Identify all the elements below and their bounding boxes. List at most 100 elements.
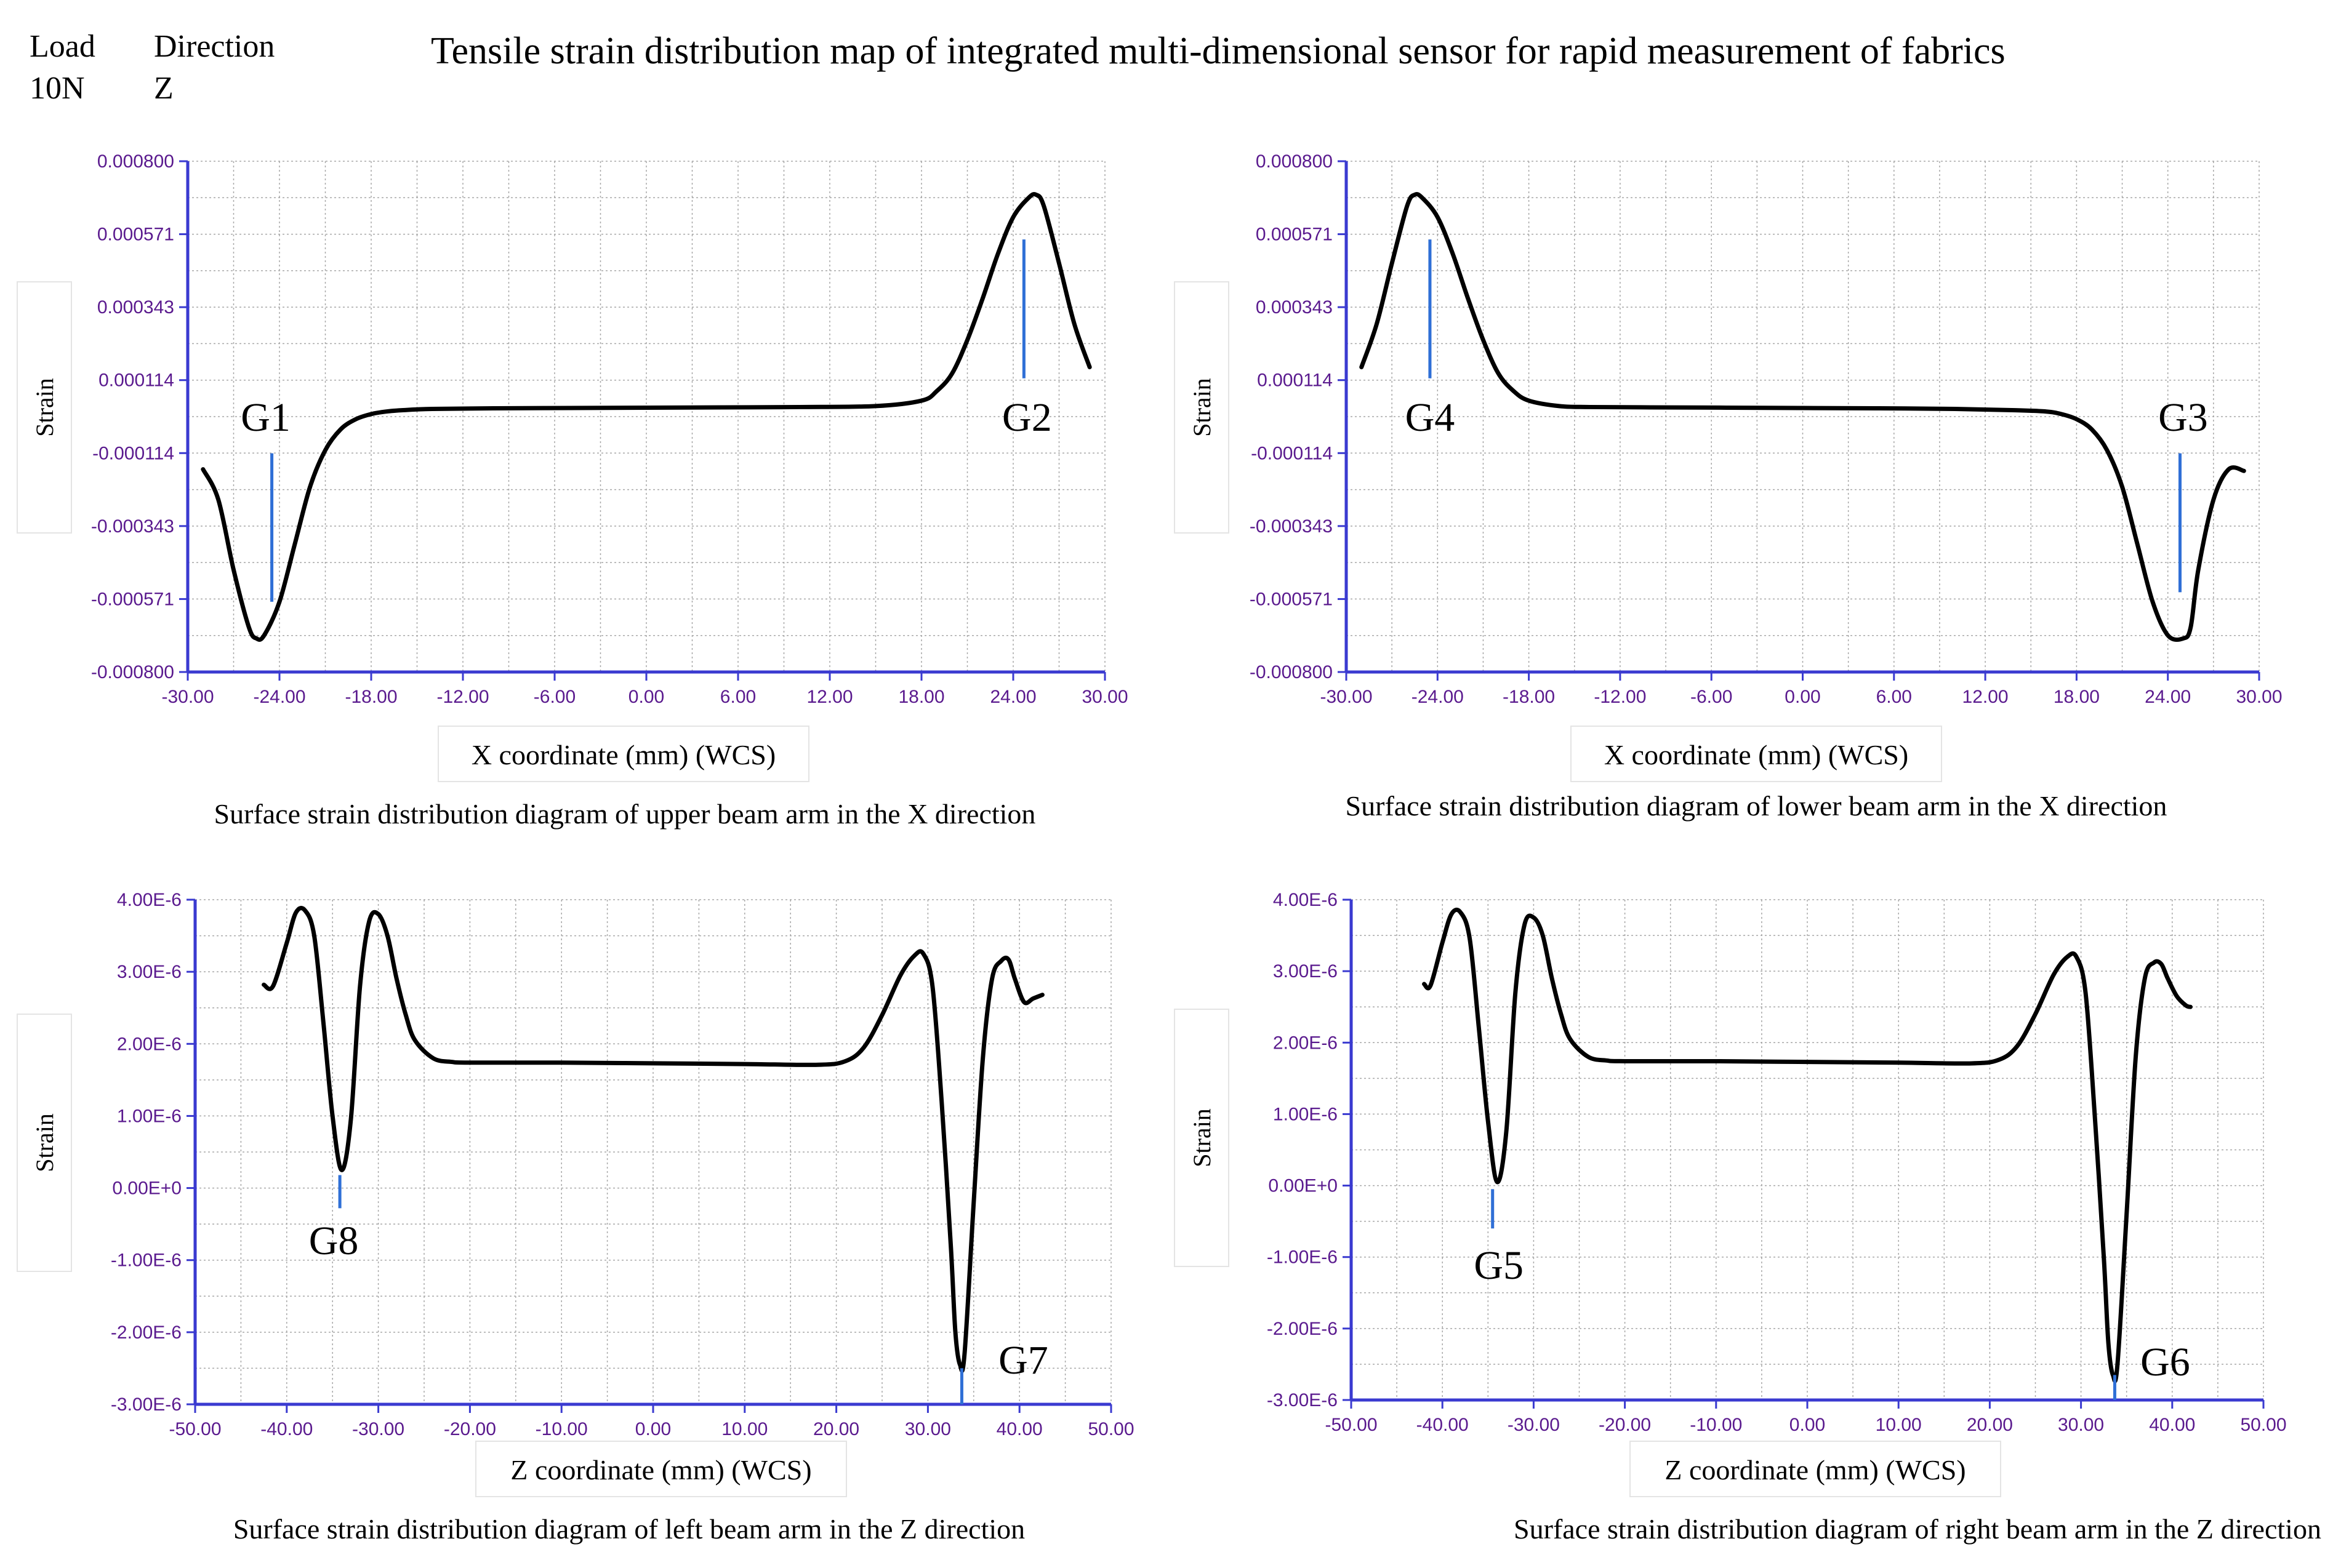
x-axis-label-box	[1570, 726, 1942, 782]
x-axis-label: Z coordinate (mm) (WCS)	[1664, 1454, 1966, 1486]
y-axis-label: Strain	[31, 1113, 58, 1172]
y-tick-label: 4.00E-6	[117, 890, 182, 910]
x-tick-label: -40.00	[260, 1419, 313, 1439]
gauge-label-g1: G1	[241, 395, 291, 440]
x-tick-label: 18.00	[898, 687, 944, 707]
y-tick-label: 2.00E-6	[117, 1034, 182, 1054]
x-axis-label: Z coordinate (mm) (WCS)	[510, 1454, 811, 1486]
x-tick-label: 24.00	[990, 687, 1036, 707]
x-tick-label: 24.00	[2145, 687, 2191, 707]
gauge-label-g4: G4	[1405, 395, 1455, 440]
y-tick-label: -0.000571	[91, 589, 174, 609]
x-tick-label: 10.00	[1876, 1415, 1922, 1435]
x-tick-label: 10.00	[721, 1419, 768, 1439]
x-tick-label: 6.00	[720, 687, 756, 707]
y-axis-label-box	[17, 281, 72, 534]
y-tick-label: -0.000343	[1250, 516, 1333, 537]
load-value: 10N	[30, 71, 85, 106]
x-axis-label-box	[438, 726, 809, 782]
x-tick-label: 6.00	[1876, 687, 1912, 707]
gauge-label-g3: G3	[2158, 395, 2208, 440]
x-tick-label: -18.00	[1503, 687, 1555, 707]
x-tick-label: -24.00	[1411, 687, 1464, 707]
gauge-label-g5: G5	[1474, 1243, 1524, 1288]
x-axis-label: X coordinate (mm) (WCS)	[472, 739, 776, 770]
x-tick-label: -50.00	[1325, 1415, 1377, 1435]
x-tick-label: -30.00	[1320, 687, 1372, 707]
x-tick-label: -10.00	[1690, 1415, 1742, 1435]
y-tick-label: -0.000114	[92, 443, 174, 463]
strain-series-line	[1359, 192, 2246, 642]
y-tick-label: 0.000571	[1256, 225, 1333, 245]
x-tick-label: -12.00	[436, 687, 489, 707]
y-axis-label: Strain	[31, 378, 58, 437]
x-tick-label: 12.00	[806, 687, 853, 707]
x-tick-label: 40.00	[997, 1419, 1043, 1439]
x-tick-label: -24.00	[253, 687, 305, 707]
x-tick-label: -6.00	[534, 687, 576, 707]
y-tick-label: -0.000571	[1250, 589, 1333, 609]
chart-caption: Surface strain distribution diagram of u…	[214, 798, 1036, 830]
y-axis-label: Strain	[1188, 1108, 1216, 1167]
x-tick-label: -30.00	[1508, 1415, 1560, 1435]
y-tick-label: 3.00E-6	[1273, 961, 1338, 982]
y-tick-label: 2.00E-6	[1273, 1033, 1338, 1053]
x-tick-label: -30.00	[161, 687, 214, 707]
x-tick-label: 0.00	[628, 687, 664, 707]
x-tick-label: -10.00	[536, 1419, 588, 1439]
x-tick-label: 0.00	[635, 1419, 671, 1439]
x-tick-label: 30.00	[2058, 1415, 2104, 1435]
y-axis-label-box	[1174, 281, 1229, 534]
chart-caption: Surface strain distribution diagram of l…	[1346, 790, 2167, 822]
chart-caption: Surface strain distribution diagram of l…	[233, 1513, 1025, 1545]
x-tick-label: -18.00	[345, 687, 397, 707]
y-tick-label: 0.000800	[97, 151, 174, 172]
x-tick-label: -30.00	[352, 1419, 404, 1439]
y-tick-label: 0.000800	[1256, 151, 1333, 172]
x-tick-label: 50.00	[1088, 1419, 1134, 1439]
x-tick-label: -12.00	[1594, 687, 1646, 707]
y-tick-label: -0.000114	[1251, 443, 1333, 463]
x-tick-label: 30.00	[905, 1419, 951, 1439]
strain-series-line	[201, 192, 1092, 642]
direction-value: Z	[154, 71, 174, 106]
y-tick-label: -1.00E-6	[1267, 1247, 1338, 1268]
y-tick-label: 1.00E-6	[1273, 1104, 1338, 1124]
y-tick-label: -1.00E-6	[111, 1250, 182, 1271]
y-tick-label: -2.00E-6	[1267, 1319, 1338, 1339]
x-tick-label: -20.00	[444, 1419, 496, 1439]
x-tick-label: -50.00	[169, 1419, 221, 1439]
y-axis-label-box	[1174, 1009, 1229, 1267]
x-tick-label: 40.00	[2149, 1415, 2195, 1435]
strain-series-line	[262, 906, 1045, 1373]
y-tick-label: 0.00E+0	[1268, 1176, 1338, 1196]
x-tick-label: 20.00	[1967, 1415, 2013, 1435]
strain-series-line	[1422, 907, 2193, 1383]
x-axis-label-box	[1629, 1441, 2001, 1497]
x-tick-label: 20.00	[813, 1419, 859, 1439]
x-tick-label: 30.00	[1082, 687, 1128, 707]
y-tick-label: 3.00E-6	[117, 962, 182, 982]
x-tick-label: -6.00	[1690, 687, 1732, 707]
y-tick-label: -3.00E-6	[1267, 1390, 1338, 1410]
x-tick-label: -20.00	[1599, 1415, 1651, 1435]
y-tick-label: -0.000800	[91, 662, 174, 682]
y-tick-label: 0.000571	[97, 225, 174, 245]
y-tick-label: 0.000114	[1257, 370, 1333, 391]
gauge-label-g8: G8	[309, 1218, 359, 1263]
y-tick-label: -0.000800	[1250, 662, 1333, 682]
y-tick-label: 0.00E+0	[112, 1178, 182, 1199]
y-axis-label-box	[17, 1014, 72, 1272]
x-axis-label-box	[475, 1441, 847, 1497]
gauge-label-g6: G6	[2140, 1340, 2190, 1385]
y-tick-label: -0.000343	[91, 516, 174, 537]
x-tick-label: 12.00	[1962, 687, 2009, 707]
y-tick-label: 0.000114	[98, 370, 174, 391]
x-tick-label: 30.00	[2236, 687, 2282, 707]
x-tick-label: 0.00	[1785, 687, 1820, 707]
page-title: Tensile strain distribution map of integ…	[431, 30, 2006, 72]
x-tick-label: 0.00	[1789, 1415, 1825, 1435]
y-tick-label: 1.00E-6	[117, 1106, 182, 1126]
x-tick-label: 50.00	[2240, 1415, 2286, 1435]
